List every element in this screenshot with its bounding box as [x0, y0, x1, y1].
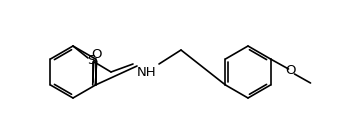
Text: NH: NH — [137, 67, 157, 79]
Text: O: O — [285, 64, 296, 78]
Text: S: S — [87, 54, 95, 67]
Text: O: O — [91, 47, 102, 60]
